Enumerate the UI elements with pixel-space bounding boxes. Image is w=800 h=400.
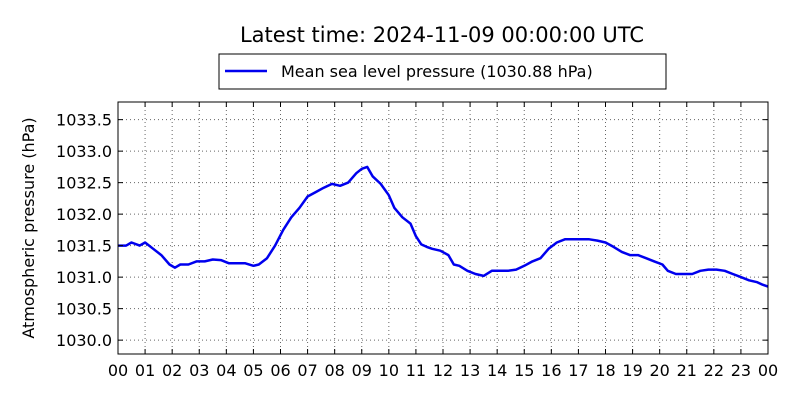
- legend: Mean sea level pressure (1030.88 hPa): [218, 53, 667, 90]
- x-tick-label: 23: [731, 361, 751, 380]
- x-tick-label: 15: [514, 361, 534, 380]
- x-tick-label: 18: [595, 361, 615, 380]
- x-tick-label: 21: [677, 361, 697, 380]
- x-tick-label: 06: [270, 361, 290, 380]
- y-tick-label: 1031.0: [56, 268, 112, 287]
- ticks: 00 01 02 03 04 05 06 07 08 09 10 11 12 13 14 15 16 17 18 19…: [56, 102, 778, 380]
- x-tick-label: 07: [297, 361, 317, 380]
- x-tick-label: 09: [352, 361, 372, 380]
- x-tick-label: 10: [379, 361, 399, 380]
- y-tick-label: 1032.0: [56, 205, 112, 224]
- x-tick-label: 14: [487, 361, 507, 380]
- y-tick-label: 1033.0: [56, 142, 112, 161]
- x-tick-label: 01: [135, 361, 155, 380]
- chart-title: Latest time: 2024-11-09 00:00:00 UTC: [240, 23, 644, 47]
- x-tick-label: 02: [162, 361, 182, 380]
- x-tick-label: 08: [324, 361, 344, 380]
- y-tick-label: 1033.5: [56, 111, 112, 130]
- pressure-series-line: [118, 165, 769, 288]
- x-tick-label: 19: [622, 361, 642, 380]
- y-axis-label: Atmospheric pressure (hPa): [19, 117, 38, 338]
- x-tick-label: 12: [433, 361, 453, 380]
- legend-box: [218, 53, 667, 90]
- y-tick-label: 1030.5: [56, 300, 112, 319]
- y-tick-label: 1031.5: [56, 237, 112, 256]
- y-tick-label: 1032.5: [56, 174, 112, 193]
- series-layer: [118, 165, 769, 288]
- y-tick-label: 1030.0: [56, 331, 112, 350]
- x-tick-label: 05: [243, 361, 263, 380]
- x-tick-label: 13: [460, 361, 480, 380]
- x-tick-label: 04: [216, 361, 236, 380]
- plot-frame: [117, 101, 769, 355]
- x-tick-label: 03: [189, 361, 209, 380]
- x-tick-label: 16: [541, 361, 561, 380]
- x-tick-label: 20: [649, 361, 669, 380]
- x-tick-label: 00: [758, 361, 778, 380]
- x-tick-label: 00: [108, 361, 128, 380]
- x-tick-label: 22: [704, 361, 724, 380]
- x-tick-label: 11: [406, 361, 426, 380]
- grid: [117, 102, 769, 354]
- x-tick-label: 17: [568, 361, 588, 380]
- legend-label: Mean sea level pressure (1030.88 hPa): [281, 62, 593, 81]
